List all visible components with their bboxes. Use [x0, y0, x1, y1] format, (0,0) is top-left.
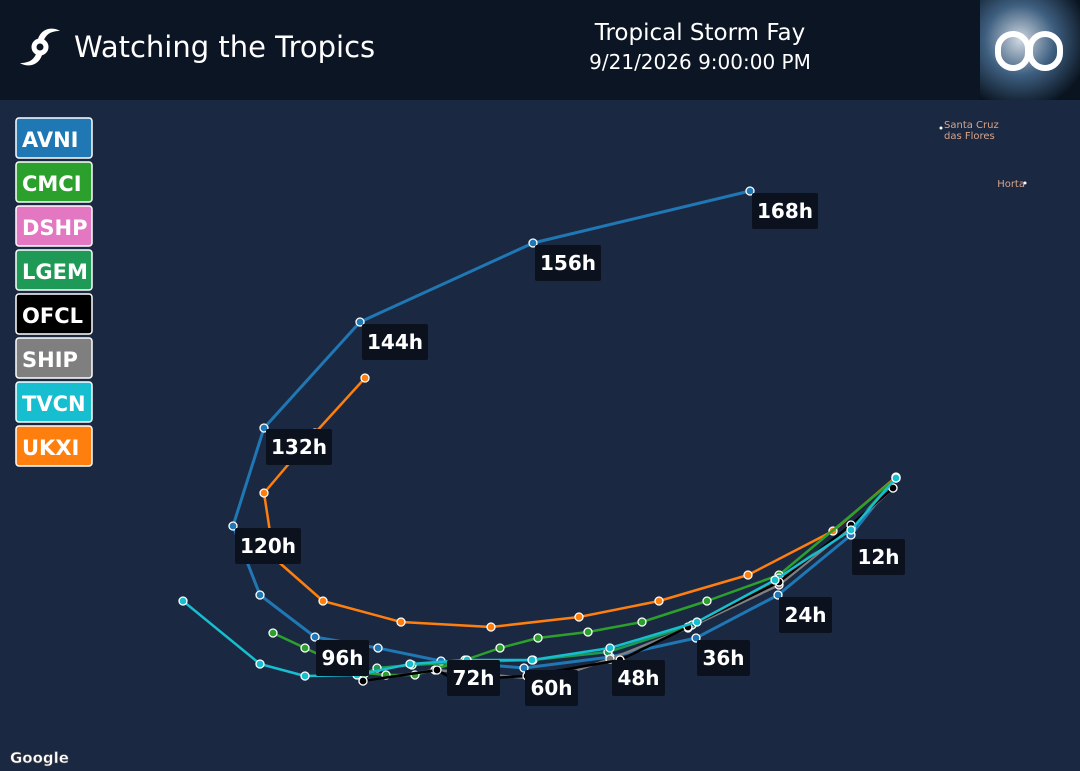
tracks: [178, 186, 901, 686]
track-point: [891, 473, 901, 483]
forecast-time: 9/21/2026 9:00:00 PM: [589, 50, 811, 74]
hour-label-box: [235, 528, 301, 564]
hour-label-box: [316, 640, 369, 676]
track-point: [770, 575, 780, 585]
hour-label-box: [852, 539, 905, 575]
track-point: [228, 521, 238, 531]
legend-button[interactable]: [15, 161, 93, 203]
hour-label: 156h: [540, 251, 596, 275]
track-point: [178, 596, 188, 606]
track-point: [268, 628, 278, 638]
hour-label: 36h: [702, 646, 744, 670]
track-point: [519, 663, 529, 673]
track-point: [255, 659, 265, 669]
hour-label: 60h: [530, 676, 572, 700]
track-point: [637, 617, 647, 627]
hour-label: 144h: [367, 330, 423, 354]
legend-button[interactable]: [15, 381, 93, 423]
legend: AVNI CMCI DSHP LGEM OFCL SHIP TVCN UKXI: [15, 117, 93, 467]
track-point: [432, 665, 442, 675]
hour-label-box: [612, 660, 665, 696]
legend-button[interactable]: [15, 205, 93, 247]
track-point: [773, 590, 783, 600]
hour-label-box: [779, 597, 832, 633]
legend-label[interactable]: DSHP: [22, 216, 88, 240]
track-point: [605, 643, 615, 653]
legend-label[interactable]: OFCL: [22, 304, 83, 328]
legend-label[interactable]: CMCI: [22, 172, 82, 196]
track-point: [528, 238, 538, 248]
hour-label: 96h: [321, 646, 363, 670]
hour-label: 48h: [617, 666, 659, 690]
place-dot: [1023, 181, 1027, 185]
hour-label-box: [697, 640, 750, 676]
hour-label-box: [362, 324, 428, 360]
legend-button[interactable]: [15, 425, 93, 467]
header-bar: [0, 0, 1080, 100]
track-point: [574, 612, 584, 622]
track-point: [486, 622, 496, 632]
hour-label-box: [447, 660, 500, 696]
hour-labels: 168h 156h 144h 132h 120h 96h 72h 60h 48h 36h 24h 12…: [235, 193, 905, 706]
legend-button[interactable]: [15, 293, 93, 335]
track-point: [300, 643, 310, 653]
hour-label: 168h: [757, 199, 813, 223]
hour-label: 120h: [240, 534, 296, 558]
hour-label-box: [752, 193, 818, 229]
track-point: [358, 676, 368, 686]
track-point: [702, 596, 712, 606]
hour-label-box: [266, 429, 332, 465]
track-point: [318, 596, 328, 606]
place-dot: [939, 126, 943, 130]
track-point: [888, 483, 898, 493]
legend-button[interactable]: [15, 117, 93, 159]
storm-name: Tropical Storm Fay: [594, 20, 805, 46]
track-point: [583, 627, 593, 637]
hour-label-box: [535, 245, 601, 281]
place-label: das Flores: [944, 131, 995, 142]
track-point: [527, 655, 537, 665]
hour-label: 12h: [857, 545, 899, 569]
place-label: Horta: [997, 179, 1025, 190]
hour-label-box: [525, 670, 578, 706]
track-line: [262, 377, 897, 629]
track-point: [396, 617, 406, 627]
track-point: [310, 632, 320, 642]
app-title: Watching the Tropics: [74, 30, 375, 64]
legend-label[interactable]: LGEM: [22, 260, 88, 284]
legend-button[interactable]: [15, 249, 93, 291]
legend-label[interactable]: TVCN: [22, 392, 86, 416]
track-point: [495, 643, 505, 653]
hour-label: 72h: [452, 666, 494, 690]
track-point: [745, 186, 755, 196]
track-point: [373, 643, 383, 653]
track-point: [691, 633, 701, 643]
hour-label: 132h: [271, 435, 327, 459]
legend-label[interactable]: AVNI: [22, 128, 78, 152]
legend-label[interactable]: UKXI: [22, 436, 79, 460]
hour-label: 24h: [784, 603, 826, 627]
attribution: Google: [10, 749, 69, 767]
track-point: [405, 659, 415, 669]
track-point: [300, 671, 310, 681]
track-point: [355, 317, 365, 327]
track-point: [259, 423, 269, 433]
logo: [980, 0, 1080, 100]
place-label: Santa Cruz: [944, 120, 999, 131]
track-point: [692, 617, 702, 627]
track-point: [533, 633, 543, 643]
track-point: [360, 373, 370, 383]
track-point: [743, 570, 753, 580]
hurricane-icon: [20, 28, 60, 66]
track-point: [654, 596, 664, 606]
track-point: [255, 590, 265, 600]
track-line: [182, 477, 897, 678]
track-point: [846, 525, 856, 535]
legend-button[interactable]: [15, 337, 93, 379]
track-point: [259, 488, 269, 498]
legend-label[interactable]: SHIP: [22, 348, 78, 372]
